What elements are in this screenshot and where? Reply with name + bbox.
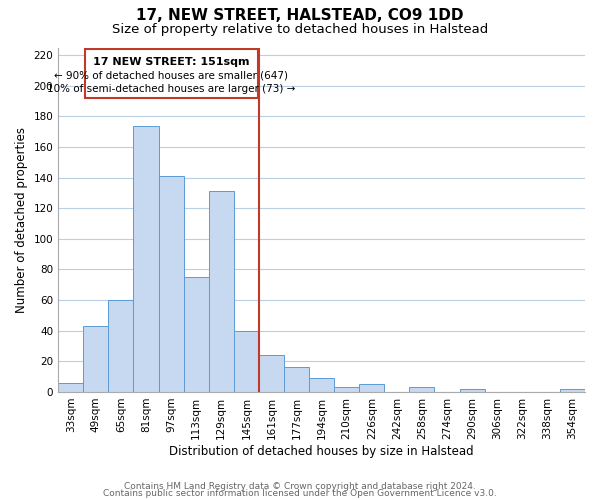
Bar <box>158 176 184 392</box>
Text: ← 90% of detached houses are smaller (647): ← 90% of detached houses are smaller (64… <box>54 70 288 81</box>
Bar <box>284 368 309 392</box>
Bar <box>109 300 133 392</box>
Bar <box>460 389 485 392</box>
Y-axis label: Number of detached properties: Number of detached properties <box>15 126 28 312</box>
Text: 10% of semi-detached houses are larger (73) →: 10% of semi-detached houses are larger (… <box>47 84 295 94</box>
Bar <box>58 383 83 392</box>
Text: Size of property relative to detached houses in Halstead: Size of property relative to detached ho… <box>112 22 488 36</box>
Text: Contains public sector information licensed under the Open Government Licence v3: Contains public sector information licen… <box>103 490 497 498</box>
Bar <box>334 388 359 392</box>
X-axis label: Distribution of detached houses by size in Halstead: Distribution of detached houses by size … <box>169 444 474 458</box>
Bar <box>409 388 434 392</box>
Text: 17 NEW STREET: 151sqm: 17 NEW STREET: 151sqm <box>93 56 250 66</box>
Bar <box>309 378 334 392</box>
Bar <box>359 384 385 392</box>
Bar <box>184 277 209 392</box>
Bar <box>234 330 259 392</box>
Bar <box>560 389 585 392</box>
Bar <box>133 126 158 392</box>
Bar <box>259 355 284 392</box>
Text: 17, NEW STREET, HALSTEAD, CO9 1DD: 17, NEW STREET, HALSTEAD, CO9 1DD <box>136 8 464 22</box>
FancyBboxPatch shape <box>85 49 257 98</box>
Bar <box>209 192 234 392</box>
Bar <box>83 326 109 392</box>
Text: Contains HM Land Registry data © Crown copyright and database right 2024.: Contains HM Land Registry data © Crown c… <box>124 482 476 491</box>
